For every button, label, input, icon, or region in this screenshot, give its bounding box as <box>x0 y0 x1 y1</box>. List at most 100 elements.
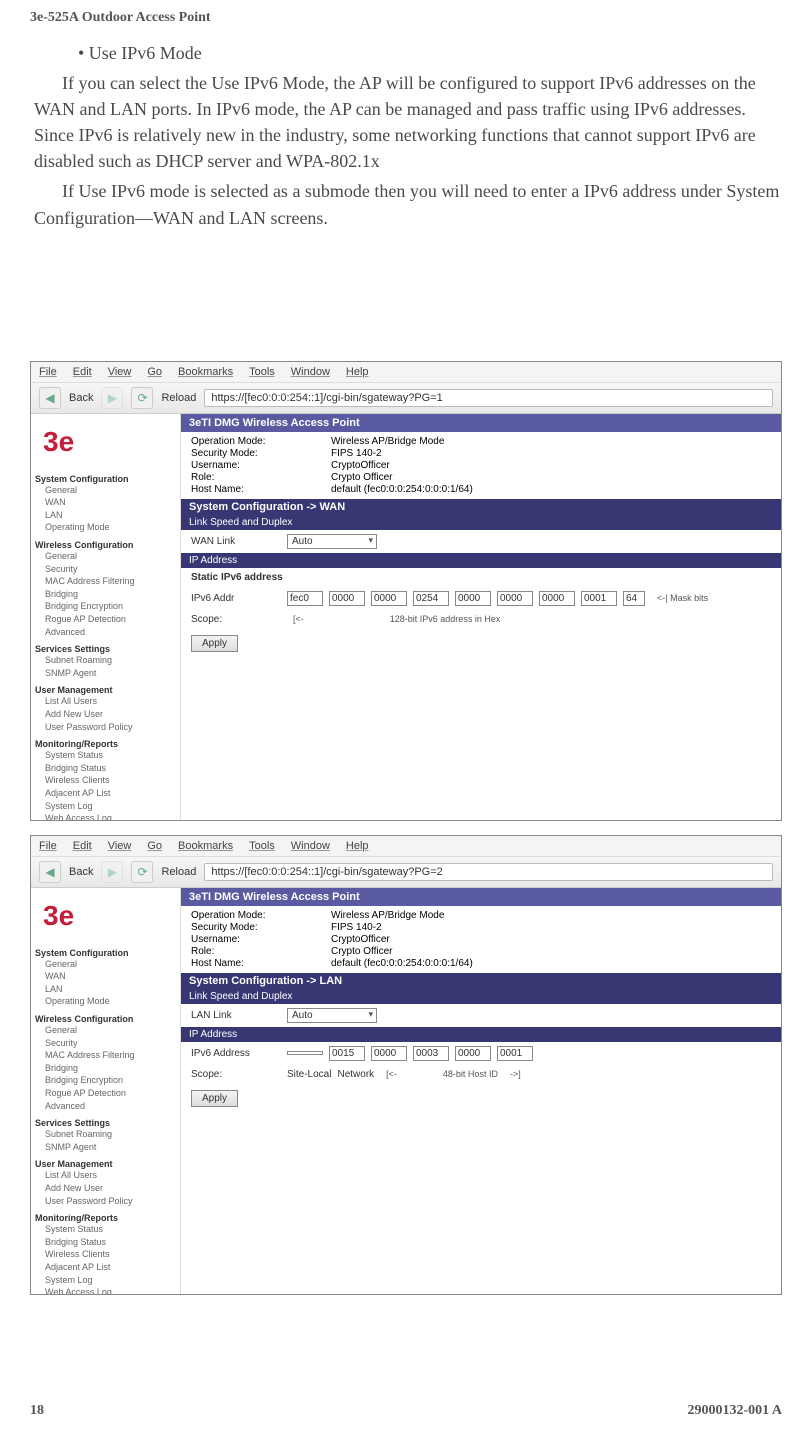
sidebar-item-snmp-2[interactable]: SNMP Agent <box>35 1141 176 1154</box>
sidebar-item-syslog[interactable]: System Log <box>35 800 176 813</box>
ipv6-addr-row: IPv6 Addr fec0 0000 0000 0254 0000 0000 … <box>181 587 781 610</box>
sidebar-item-subnet-2[interactable]: Subnet Roaming <box>35 1128 176 1141</box>
device-info-block-2: Operation Mode: Wireless AP/Bridge Mode … <box>181 906 781 973</box>
ipv6-addr-row-2: IPv6 Address 0015 0000 0003 0000 0001 <box>181 1042 781 1065</box>
wan-link-select[interactable]: Auto <box>287 534 377 549</box>
ipv6-lan-part-3[interactable]: 0003 <box>413 1046 449 1061</box>
ipv6-part-6[interactable]: 0000 <box>539 591 575 606</box>
hostname-label-2: Host Name: <box>191 958 331 969</box>
sidebar-item-security-2[interactable]: Security <box>35 1037 176 1050</box>
menu-bookmarks[interactable]: Bookmarks <box>178 366 233 378</box>
menu-bookmarks-2[interactable]: Bookmarks <box>178 840 233 852</box>
sidebar-item-bridging-2[interactable]: Bridging <box>35 1062 176 1075</box>
scope-label-2: Scope: <box>191 1069 281 1080</box>
reload-button-icon[interactable]: ⟳ <box>131 387 153 409</box>
sidebar-item-syslog-2[interactable]: System Log <box>35 1274 176 1287</box>
sidebar-item-listusers-2[interactable]: List All Users <box>35 1169 176 1182</box>
sidebar-item-adjap-2[interactable]: Adjacent AP List <box>35 1261 176 1274</box>
forward-button-icon-2[interactable]: ▶ <box>101 861 123 883</box>
sidebar-item-opmode[interactable]: Operating Mode <box>35 521 176 534</box>
sidebar-item-macfilter-2[interactable]: MAC Address Filtering <box>35 1049 176 1062</box>
menu-help[interactable]: Help <box>346 366 369 378</box>
reload-button-icon-2[interactable]: ⟳ <box>131 861 153 883</box>
menu-view[interactable]: View <box>108 366 132 378</box>
sidebar-item-general-2[interactable]: General <box>35 958 176 971</box>
sidebar-item-adjap[interactable]: Adjacent AP List <box>35 787 176 800</box>
sidebar-item-sysstatus[interactable]: System Status <box>35 749 176 762</box>
url-bar-2[interactable]: https://[fec0:0:0:254::1]/cgi-bin/sgatew… <box>204 863 773 881</box>
forward-button-icon[interactable]: ▶ <box>101 387 123 409</box>
apply-button-2[interactable]: Apply <box>191 1090 238 1107</box>
sidebar-item-listusers[interactable]: List All Users <box>35 695 176 708</box>
ipv6-lan-part-4[interactable]: 0000 <box>455 1046 491 1061</box>
sidebar-item-adduser-2[interactable]: Add New User <box>35 1182 176 1195</box>
ipv6-lan-part-5[interactable]: 0001 <box>497 1046 533 1061</box>
menu-tools[interactable]: Tools <box>249 366 275 378</box>
sidebar-item-advanced-2[interactable]: Advanced <box>35 1100 176 1113</box>
ipv6-part-4[interactable]: 0000 <box>455 591 491 606</box>
hostname-label: Host Name: <box>191 484 331 495</box>
menu-file-2[interactable]: File <box>39 840 57 852</box>
lan-link-select[interactable]: Auto <box>287 1008 377 1023</box>
sidebar-item-wan[interactable]: WAN <box>35 496 176 509</box>
sidebar-section-sysconfig: System Configuration <box>35 474 176 484</box>
ipv6-part-7[interactable]: 0001 <box>581 591 617 606</box>
sidebar-item-lan-2[interactable]: LAN <box>35 983 176 996</box>
sidebar-item-wclients-2[interactable]: Wireless Clients <box>35 1248 176 1261</box>
menu-edit[interactable]: Edit <box>73 366 92 378</box>
sidebar-item-bridgestatus[interactable]: Bridging Status <box>35 762 176 775</box>
sidebar-item-pwpolicy-2[interactable]: User Password Policy <box>35 1195 176 1208</box>
menu-window-2[interactable]: Window <box>291 840 330 852</box>
sidebar-item-bridgestatus-2[interactable]: Bridging Status <box>35 1236 176 1249</box>
sidebar-item-snmp[interactable]: SNMP Agent <box>35 667 176 680</box>
sidebar-item-wan-2[interactable]: WAN <box>35 970 176 983</box>
back-button-icon[interactable]: ◀ <box>39 387 61 409</box>
paragraph-2: If Use IPv6 mode is selected as a submod… <box>34 178 782 230</box>
menu-go-2[interactable]: Go <box>147 840 162 852</box>
sidebar-item-weblog[interactable]: Web Access Log <box>35 812 176 821</box>
ipv6-part-3[interactable]: 0254 <box>413 591 449 606</box>
sidebar-item-pwpolicy[interactable]: User Password Policy <box>35 721 176 734</box>
ipv6-mask[interactable]: 64 <box>623 591 645 606</box>
ipv6-lan-part-2[interactable]: 0000 <box>371 1046 407 1061</box>
sidebar-item-rogueap-2[interactable]: Rogue AP Detection <box>35 1087 176 1100</box>
role-label: Role: <box>191 472 331 483</box>
sidebar-item-lan[interactable]: LAN <box>35 509 176 522</box>
ipv6-part-2[interactable]: 0000 <box>371 591 407 606</box>
sidebar-item-wclients[interactable]: Wireless Clients <box>35 774 176 787</box>
sidebar-item-bridgeenc[interactable]: Bridging Encryption <box>35 600 176 613</box>
ipv6-part-0[interactable]: fec0 <box>287 591 323 606</box>
sidebar-section-sysconfig-2: System Configuration <box>35 948 176 958</box>
role-label-2: Role: <box>191 946 331 957</box>
sidebar-item-macfilter[interactable]: MAC Address Filtering <box>35 575 176 588</box>
sidebar-item-weblog-2[interactable]: Web Access Log <box>35 1286 176 1295</box>
ipv6-part-1[interactable]: 0000 <box>329 591 365 606</box>
menu-tools-2[interactable]: Tools <box>249 840 275 852</box>
apply-button[interactable]: Apply <box>191 635 238 652</box>
menu-window[interactable]: Window <box>291 366 330 378</box>
back-button-icon-2[interactable]: ◀ <box>39 861 61 883</box>
sidebar-item-bridging[interactable]: Bridging <box>35 588 176 601</box>
sidebar-item-general[interactable]: General <box>35 484 176 497</box>
ipv6-mask-note: <-| Mask bits <box>657 593 708 603</box>
sidebar-item-adduser[interactable]: Add New User <box>35 708 176 721</box>
sidebar-item-opmode-2[interactable]: Operating Mode <box>35 995 176 1008</box>
ipv6-scope-row-2: Scope: Site-Local Network [<- 48-bit Hos… <box>181 1065 781 1084</box>
menu-view-2[interactable]: View <box>108 840 132 852</box>
sidebar-item-security[interactable]: Security <box>35 563 176 576</box>
sidebar-item-subnet[interactable]: Subnet Roaming <box>35 654 176 667</box>
menu-edit-2[interactable]: Edit <box>73 840 92 852</box>
sidebar-item-sysstatus-2[interactable]: System Status <box>35 1223 176 1236</box>
sidebar-item-wgeneral-2[interactable]: General <box>35 1024 176 1037</box>
ipv6-lan-part-0[interactable] <box>287 1051 323 1055</box>
sidebar-item-rogueap[interactable]: Rogue AP Detection <box>35 613 176 626</box>
url-bar[interactable]: https://[fec0:0:0:254::1]/cgi-bin/sgatew… <box>204 389 773 407</box>
menu-file[interactable]: File <box>39 366 57 378</box>
sidebar-item-bridgeenc-2[interactable]: Bridging Encryption <box>35 1074 176 1087</box>
menu-help-2[interactable]: Help <box>346 840 369 852</box>
sidebar-item-wgeneral[interactable]: General <box>35 550 176 563</box>
menu-go[interactable]: Go <box>147 366 162 378</box>
sidebar-item-advanced[interactable]: Advanced <box>35 626 176 639</box>
ipv6-lan-part-1[interactable]: 0015 <box>329 1046 365 1061</box>
ipv6-part-5[interactable]: 0000 <box>497 591 533 606</box>
